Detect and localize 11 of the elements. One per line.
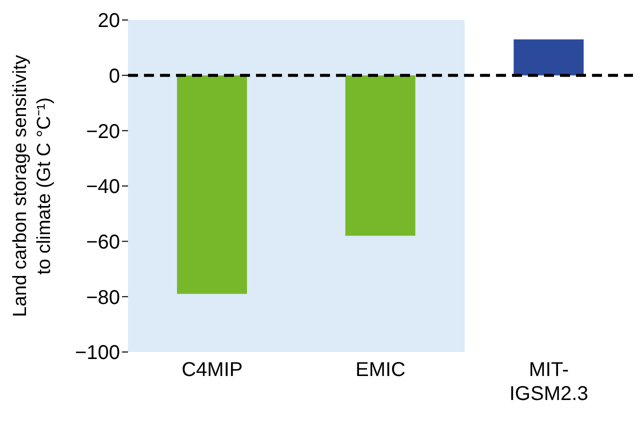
y-tick-label: −60 [86, 231, 120, 254]
y-tick-label: −40 [86, 176, 120, 198]
x-tick-label: EMIC [356, 359, 406, 381]
y-axis-title: Land carbon storage sensitivity to climate (Gt C °C⁻¹) [10, 54, 55, 317]
y-tick-label: −80 [86, 286, 120, 309]
y-tick-label: −20 [86, 120, 120, 143]
x-tick-label: C4MIP [182, 359, 243, 381]
y-tick-label: −100 [74, 342, 120, 364]
y-tick-label: 0 [108, 65, 120, 88]
x-tick-label: MIT-IGSM2.3 [509, 359, 588, 405]
y-tick-label: 20 [98, 10, 120, 32]
